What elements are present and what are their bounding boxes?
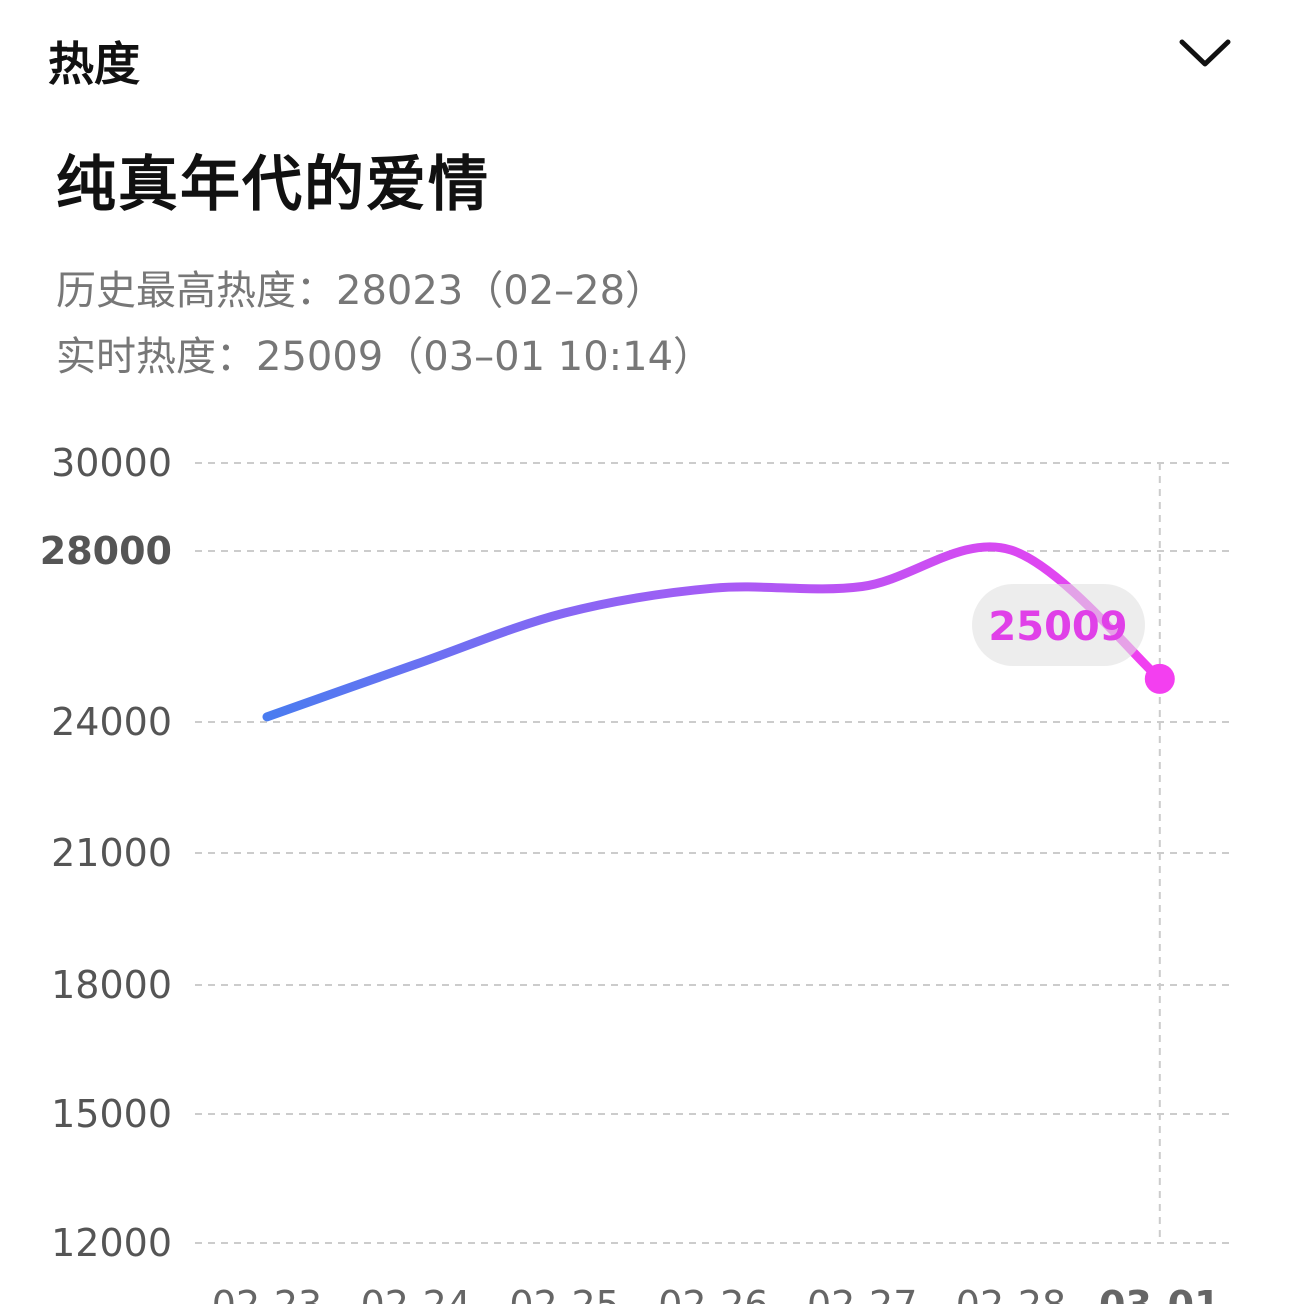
x-tick-label: 03-01 xyxy=(1099,1283,1221,1304)
x-tick-label: 02-25 xyxy=(509,1283,619,1304)
peak-heat: 历史最高热度：28023（02–28） xyxy=(56,258,665,316)
current-point-marker[interactable] xyxy=(1144,663,1175,694)
show-title: 纯真年代的爱情 xyxy=(56,150,490,220)
section-title: 热度 xyxy=(48,37,140,91)
y-tick-label: 15000 xyxy=(51,1092,172,1136)
y-tick-label: 18000 xyxy=(51,963,172,1007)
y-tick-label: 30000 xyxy=(51,441,172,485)
peak-value: 28023（02–28） xyxy=(336,268,666,314)
tooltip-bubble xyxy=(972,584,1145,666)
peak-label: 历史最高热度： xyxy=(56,268,336,314)
live-heat: 实时热度：25009（03–01 10:14） xyxy=(56,324,713,382)
y-tick-label: 12000 xyxy=(51,1221,172,1265)
x-tick-label: 02-24 xyxy=(361,1283,471,1304)
heat-line xyxy=(262,542,1165,722)
x-tick-label: 02-27 xyxy=(807,1283,917,1304)
chevron-down-icon[interactable] xyxy=(1178,34,1232,74)
x-tick-label: 02-23 xyxy=(212,1283,322,1304)
y-tick-label: 21000 xyxy=(51,831,172,875)
x-tick-label: 02-28 xyxy=(956,1283,1066,1304)
x-tick-label: 02-26 xyxy=(658,1283,768,1304)
live-value: 25009（03–01 10:14） xyxy=(256,334,714,380)
live-label: 实时热度： xyxy=(56,334,256,380)
tooltip-value: 25009 xyxy=(988,604,1127,650)
y-tick-label: 28000 xyxy=(40,529,172,573)
y-tick-label: 24000 xyxy=(51,700,172,744)
